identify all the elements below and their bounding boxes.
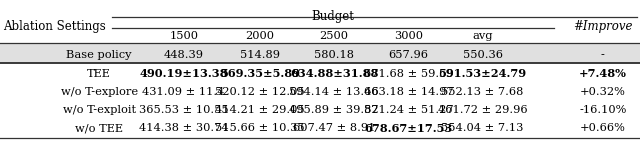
Text: -: -	[601, 50, 605, 60]
Text: 365.53 ± 10.55: 365.53 ± 10.55	[139, 105, 228, 115]
Text: 554.04 ± 7.13: 554.04 ± 7.13	[442, 123, 524, 133]
FancyBboxPatch shape	[0, 44, 640, 63]
Text: 594.14 ± 13.46: 594.14 ± 13.46	[289, 87, 379, 97]
Text: 414.38 ± 30.74: 414.38 ± 30.74	[139, 123, 228, 133]
Text: 657.96: 657.96	[388, 50, 428, 60]
Text: +7.48%: +7.48%	[579, 68, 627, 79]
Text: 495.89 ± 39.82: 495.89 ± 39.82	[289, 105, 379, 115]
Text: 671.68 ± 59.69: 671.68 ± 59.69	[364, 69, 453, 79]
Text: 552.13 ± 7.68: 552.13 ± 7.68	[442, 87, 524, 97]
Text: 461.72 ± 29.96: 461.72 ± 29.96	[438, 105, 527, 115]
Text: 1500: 1500	[169, 31, 198, 41]
Text: 634.88±31.88: 634.88±31.88	[290, 68, 378, 79]
Text: w/o T-exploit: w/o T-exploit	[63, 105, 136, 115]
Text: 591.53±24.79: 591.53±24.79	[438, 68, 527, 79]
Text: #Improve: #Improve	[573, 20, 632, 33]
Text: TEE: TEE	[87, 69, 111, 79]
Text: w/o TEE: w/o TEE	[76, 123, 123, 133]
Text: 3000: 3000	[394, 31, 423, 41]
Text: 490.19±13.38: 490.19±13.38	[140, 68, 228, 79]
Text: +0.32%: +0.32%	[580, 87, 626, 97]
Text: 2500: 2500	[319, 31, 349, 41]
Text: 520.12 ± 12.05: 520.12 ± 12.05	[215, 87, 305, 97]
Text: 514.89: 514.89	[240, 50, 280, 60]
Text: 515.66 ± 10.35: 515.66 ± 10.35	[215, 123, 305, 133]
Text: 550.36: 550.36	[463, 50, 502, 60]
Text: avg: avg	[472, 31, 493, 41]
Text: Ablation Settings: Ablation Settings	[3, 20, 106, 33]
Text: 571.24 ± 51.27: 571.24 ± 51.27	[364, 105, 453, 115]
Text: Budget: Budget	[312, 10, 354, 22]
Text: 607.47 ± 8.91: 607.47 ± 8.91	[293, 123, 375, 133]
Text: 448.39: 448.39	[164, 50, 204, 60]
Text: 569.35±5.89: 569.35±5.89	[220, 68, 300, 79]
Text: 414.21 ± 29.05: 414.21 ± 29.05	[215, 105, 305, 115]
Text: Base policy: Base policy	[67, 50, 132, 60]
Text: 2000: 2000	[245, 31, 275, 41]
Text: 580.18: 580.18	[314, 50, 354, 60]
Text: 663.18 ± 14.97: 663.18 ± 14.97	[364, 87, 453, 97]
Text: 431.09 ± 11.4: 431.09 ± 11.4	[143, 87, 225, 97]
Text: w/o T-explore: w/o T-explore	[61, 87, 138, 97]
Text: 678.67±17.53: 678.67±17.53	[364, 123, 452, 134]
Text: -16.10%: -16.10%	[579, 105, 627, 115]
Text: +0.66%: +0.66%	[580, 123, 626, 133]
